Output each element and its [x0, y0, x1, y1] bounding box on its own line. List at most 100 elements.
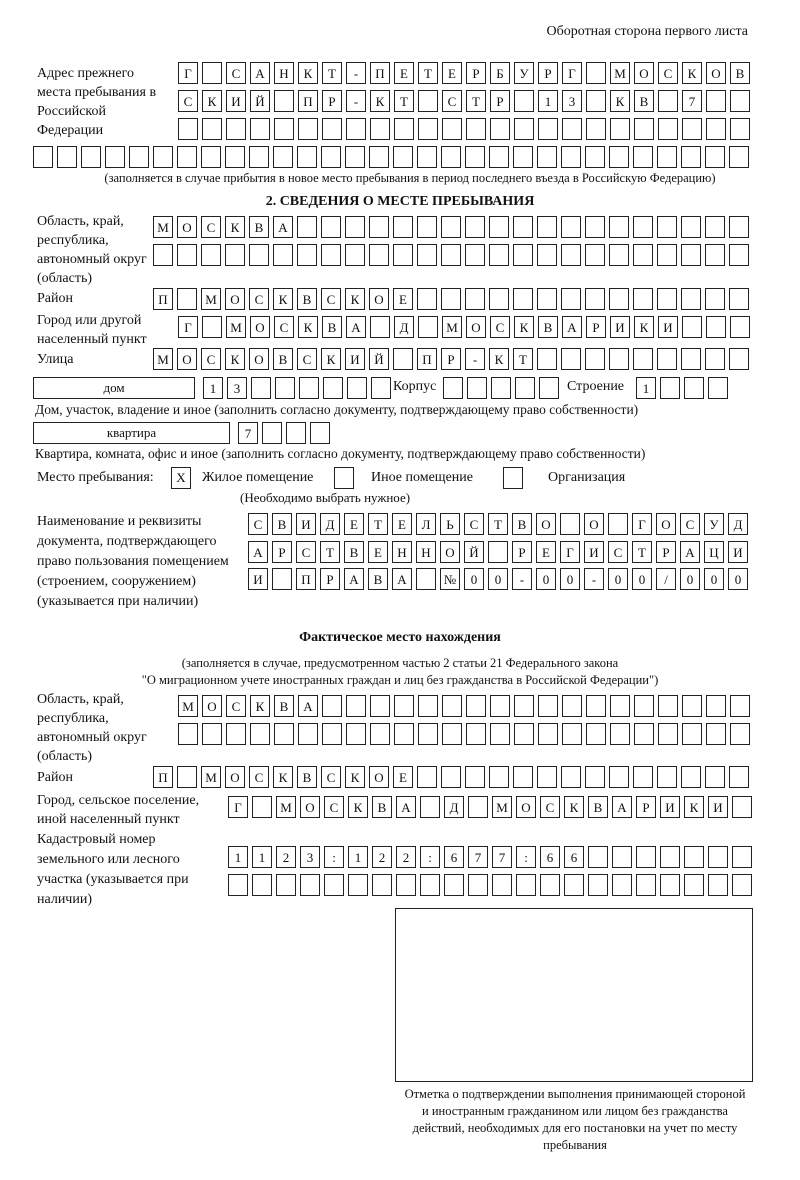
form-cell[interactable]: 2	[396, 846, 416, 868]
form-cell[interactable]	[465, 244, 485, 266]
form-cell[interactable]: С	[324, 796, 344, 818]
form-cell[interactable]	[273, 146, 293, 168]
form-cell[interactable]	[609, 146, 629, 168]
form-cell[interactable]: 3	[562, 90, 582, 112]
form-cell[interactable]	[297, 146, 317, 168]
form-cell[interactable]	[586, 118, 606, 140]
form-cell[interactable]	[370, 118, 390, 140]
form-cell[interactable]	[537, 766, 557, 788]
form-cell[interactable]: С	[201, 348, 221, 370]
form-cell[interactable]	[660, 846, 680, 868]
form-cell[interactable]	[442, 695, 462, 717]
form-cell[interactable]	[393, 348, 413, 370]
form-cell[interactable]	[660, 874, 680, 896]
form-cell[interactable]: 1	[636, 377, 656, 399]
form-cell[interactable]: И	[708, 796, 728, 818]
form-cell[interactable]	[322, 723, 342, 745]
form-cell[interactable]: Р	[636, 796, 656, 818]
form-cell[interactable]: О	[466, 316, 486, 338]
form-cell[interactable]	[705, 244, 725, 266]
form-cell[interactable]: Д	[728, 513, 748, 535]
form-cell[interactable]	[636, 874, 656, 896]
form-cell[interactable]	[706, 90, 726, 112]
form-cell[interactable]	[682, 723, 702, 745]
form-cell[interactable]	[657, 244, 677, 266]
form-cell[interactable]: М	[276, 796, 296, 818]
form-cell[interactable]: С	[296, 541, 316, 563]
form-cell[interactable]	[492, 874, 512, 896]
form-cell[interactable]: Р	[490, 90, 510, 112]
form-cell[interactable]	[561, 216, 581, 238]
form-cell[interactable]: -	[512, 568, 532, 590]
form-cell[interactable]	[418, 90, 438, 112]
form-cell[interactable]: Е	[536, 541, 556, 563]
form-cell[interactable]	[537, 244, 557, 266]
form-cell[interactable]	[370, 723, 390, 745]
form-cell[interactable]: О	[656, 513, 676, 535]
form-cell[interactable]	[348, 874, 368, 896]
form-cell[interactable]: Ь	[440, 513, 460, 535]
form-cell[interactable]: И	[248, 568, 268, 590]
form-cell[interactable]	[249, 244, 269, 266]
form-cell[interactable]: Т	[322, 62, 342, 84]
form-cell[interactable]	[538, 695, 558, 717]
form-cell[interactable]	[586, 62, 606, 84]
form-cell[interactable]	[202, 723, 222, 745]
form-cell[interactable]: М	[442, 316, 462, 338]
form-cell[interactable]: №	[440, 568, 460, 590]
form-cell[interactable]	[394, 695, 414, 717]
form-cell[interactable]	[515, 377, 535, 399]
form-cell[interactable]: В	[249, 216, 269, 238]
form-cell[interactable]	[201, 244, 221, 266]
form-cell[interactable]	[297, 216, 317, 238]
form-cell[interactable]: Е	[392, 513, 412, 535]
form-cell[interactable]: Й	[250, 90, 270, 112]
form-cell[interactable]: В	[274, 695, 294, 717]
form-cell[interactable]: -	[346, 90, 366, 112]
form-cell[interactable]	[177, 766, 197, 788]
form-cell[interactable]: Т	[368, 513, 388, 535]
form-cell[interactable]: С	[658, 62, 678, 84]
form-cell[interactable]: М	[153, 216, 173, 238]
form-cell[interactable]: П	[153, 288, 173, 310]
form-cell[interactable]: К	[684, 796, 704, 818]
form-cell[interactable]: С	[201, 216, 221, 238]
checkbox-residential[interactable]: X	[171, 467, 191, 489]
form-cell[interactable]	[514, 723, 534, 745]
form-cell[interactable]	[633, 216, 653, 238]
form-cell[interactable]: 6	[564, 846, 584, 868]
form-cell[interactable]: О	[706, 62, 726, 84]
form-cell[interactable]: К	[225, 348, 245, 370]
form-cell[interactable]: С	[226, 62, 246, 84]
form-cell[interactable]	[252, 874, 272, 896]
form-cell[interactable]: 0	[608, 568, 628, 590]
form-cell[interactable]	[369, 216, 389, 238]
form-cell[interactable]	[33, 146, 53, 168]
form-cell[interactable]: Н	[274, 62, 294, 84]
form-cell[interactable]	[370, 695, 390, 717]
form-cell[interactable]: Б	[490, 62, 510, 84]
form-cell[interactable]	[418, 723, 438, 745]
flat-type-field[interactable]: квартира	[33, 422, 230, 444]
form-cell[interactable]: М	[226, 316, 246, 338]
form-cell[interactable]	[225, 244, 245, 266]
form-cell[interactable]	[276, 874, 296, 896]
form-cell[interactable]: 7	[468, 846, 488, 868]
form-cell[interactable]: К	[564, 796, 584, 818]
form-cell[interactable]	[706, 316, 726, 338]
form-cell[interactable]: С	[321, 766, 341, 788]
form-cell[interactable]	[202, 118, 222, 140]
form-cell[interactable]	[588, 874, 608, 896]
form-cell[interactable]	[251, 377, 271, 399]
form-cell[interactable]: 2	[372, 846, 392, 868]
form-cell[interactable]	[516, 874, 536, 896]
form-cell[interactable]: П	[153, 766, 173, 788]
form-cell[interactable]	[610, 118, 630, 140]
form-cell[interactable]	[609, 216, 629, 238]
stroenie-row[interactable]: 1	[636, 377, 728, 399]
form-cell[interactable]	[730, 723, 750, 745]
form-cell[interactable]: О	[440, 541, 460, 563]
form-cell[interactable]	[513, 146, 533, 168]
